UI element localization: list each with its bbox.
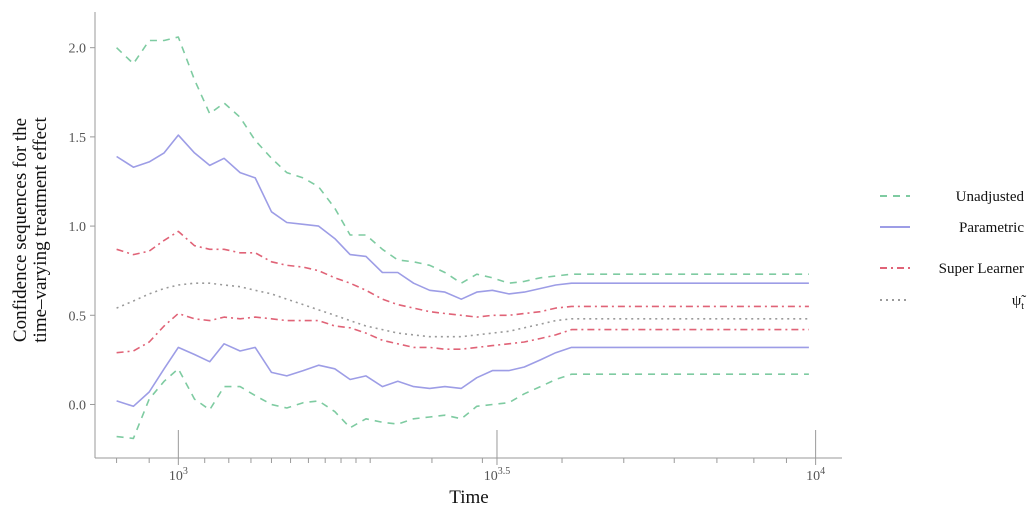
y-tick-label: 1.5 bbox=[69, 131, 87, 146]
y-axis-title-line-1: Confidence sequences for the bbox=[10, 118, 31, 342]
series-solid-lower bbox=[116, 343, 809, 408]
y-tick-label: 0.0 bbox=[69, 398, 87, 413]
legend-label: Unadjusted bbox=[956, 189, 1025, 205]
y-tick-label: 1.0 bbox=[69, 220, 87, 235]
legend-label: ψ̃t bbox=[1012, 293, 1026, 312]
series-solid-upper bbox=[116, 134, 809, 300]
y-tick-label: 2.0 bbox=[69, 42, 87, 57]
x-axis-title: Time bbox=[449, 487, 488, 508]
series-layer bbox=[116, 36, 809, 440]
x-tick-label: 103 bbox=[169, 466, 188, 484]
x-tick-label: 104 bbox=[806, 466, 825, 484]
series-dashed-lower bbox=[116, 368, 809, 440]
y-tick-label: 0.5 bbox=[69, 309, 87, 324]
y-axis-title-line-2: time–varying treatment effect bbox=[30, 117, 51, 343]
series-dotted-line bbox=[116, 282, 809, 338]
axes-layer: 0.0 0.5 1.0 1.5 2.0 103 103.5 104 bbox=[69, 12, 842, 484]
legend-label: Parametric bbox=[959, 220, 1024, 236]
y-axis-title: Confidence sequences for the time–varyin… bbox=[10, 117, 51, 343]
series-dashed-upper bbox=[116, 36, 809, 284]
series-dashdot-lower bbox=[116, 312, 809, 354]
x-tick-label: 103.5 bbox=[484, 466, 511, 484]
series-dashdot-upper bbox=[116, 230, 809, 318]
legend: Unadjusted Parametric Super Learner ψ̃t bbox=[880, 189, 1026, 312]
legend-label: Super Learner bbox=[939, 261, 1024, 277]
